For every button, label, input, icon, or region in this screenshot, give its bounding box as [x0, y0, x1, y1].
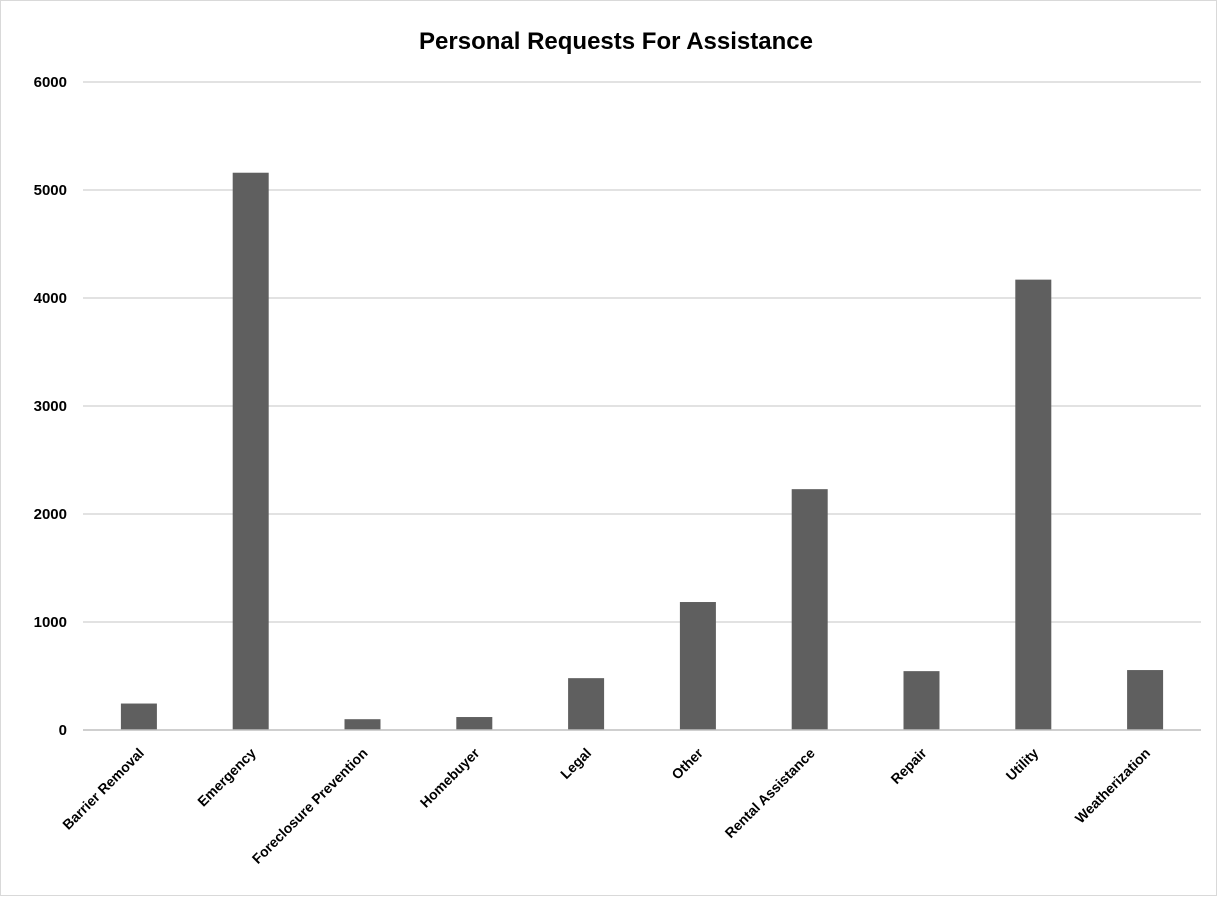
- bar: [903, 671, 940, 730]
- bar: [232, 172, 269, 731]
- bar: [679, 602, 716, 730]
- bars: [120, 172, 1164, 731]
- y-tick-label: 4000: [34, 290, 67, 307]
- x-tick-label: Homebuyer: [417, 744, 483, 810]
- x-tick-label: Repair: [887, 744, 930, 787]
- x-tick-label: Rental Assistance: [722, 745, 818, 841]
- bar: [1015, 279, 1052, 730]
- x-tick-label: Other: [668, 744, 706, 782]
- y-tick-label: 5000: [34, 182, 67, 199]
- y-tick-label: 0: [59, 722, 67, 739]
- bar: [791, 489, 828, 730]
- bar: [344, 719, 381, 730]
- x-tick-label: Foreclosure Prevention: [249, 745, 371, 867]
- x-tick-label: Legal: [557, 745, 594, 782]
- bar: [456, 717, 493, 730]
- x-tick-label: Weatherization: [1072, 745, 1154, 827]
- bar: [1127, 670, 1164, 730]
- y-axis-ticks: 0 1000 2000 3000 4000 5000 6000: [34, 74, 67, 739]
- chart-title: Personal Requests For Assistance: [419, 28, 813, 55]
- gridlines: [83, 81, 1201, 623]
- y-tick-label: 6000: [34, 74, 67, 91]
- bar: [120, 703, 157, 730]
- y-tick-label: 2000: [34, 506, 67, 523]
- x-tick-label: Utility: [1003, 745, 1042, 784]
- y-tick-label: 1000: [34, 614, 67, 631]
- x-tick-label: Emergency: [194, 745, 259, 810]
- x-tick-label: Barrier Removal: [59, 745, 147, 833]
- y-tick-label: 3000: [34, 398, 67, 415]
- bar: [568, 678, 605, 730]
